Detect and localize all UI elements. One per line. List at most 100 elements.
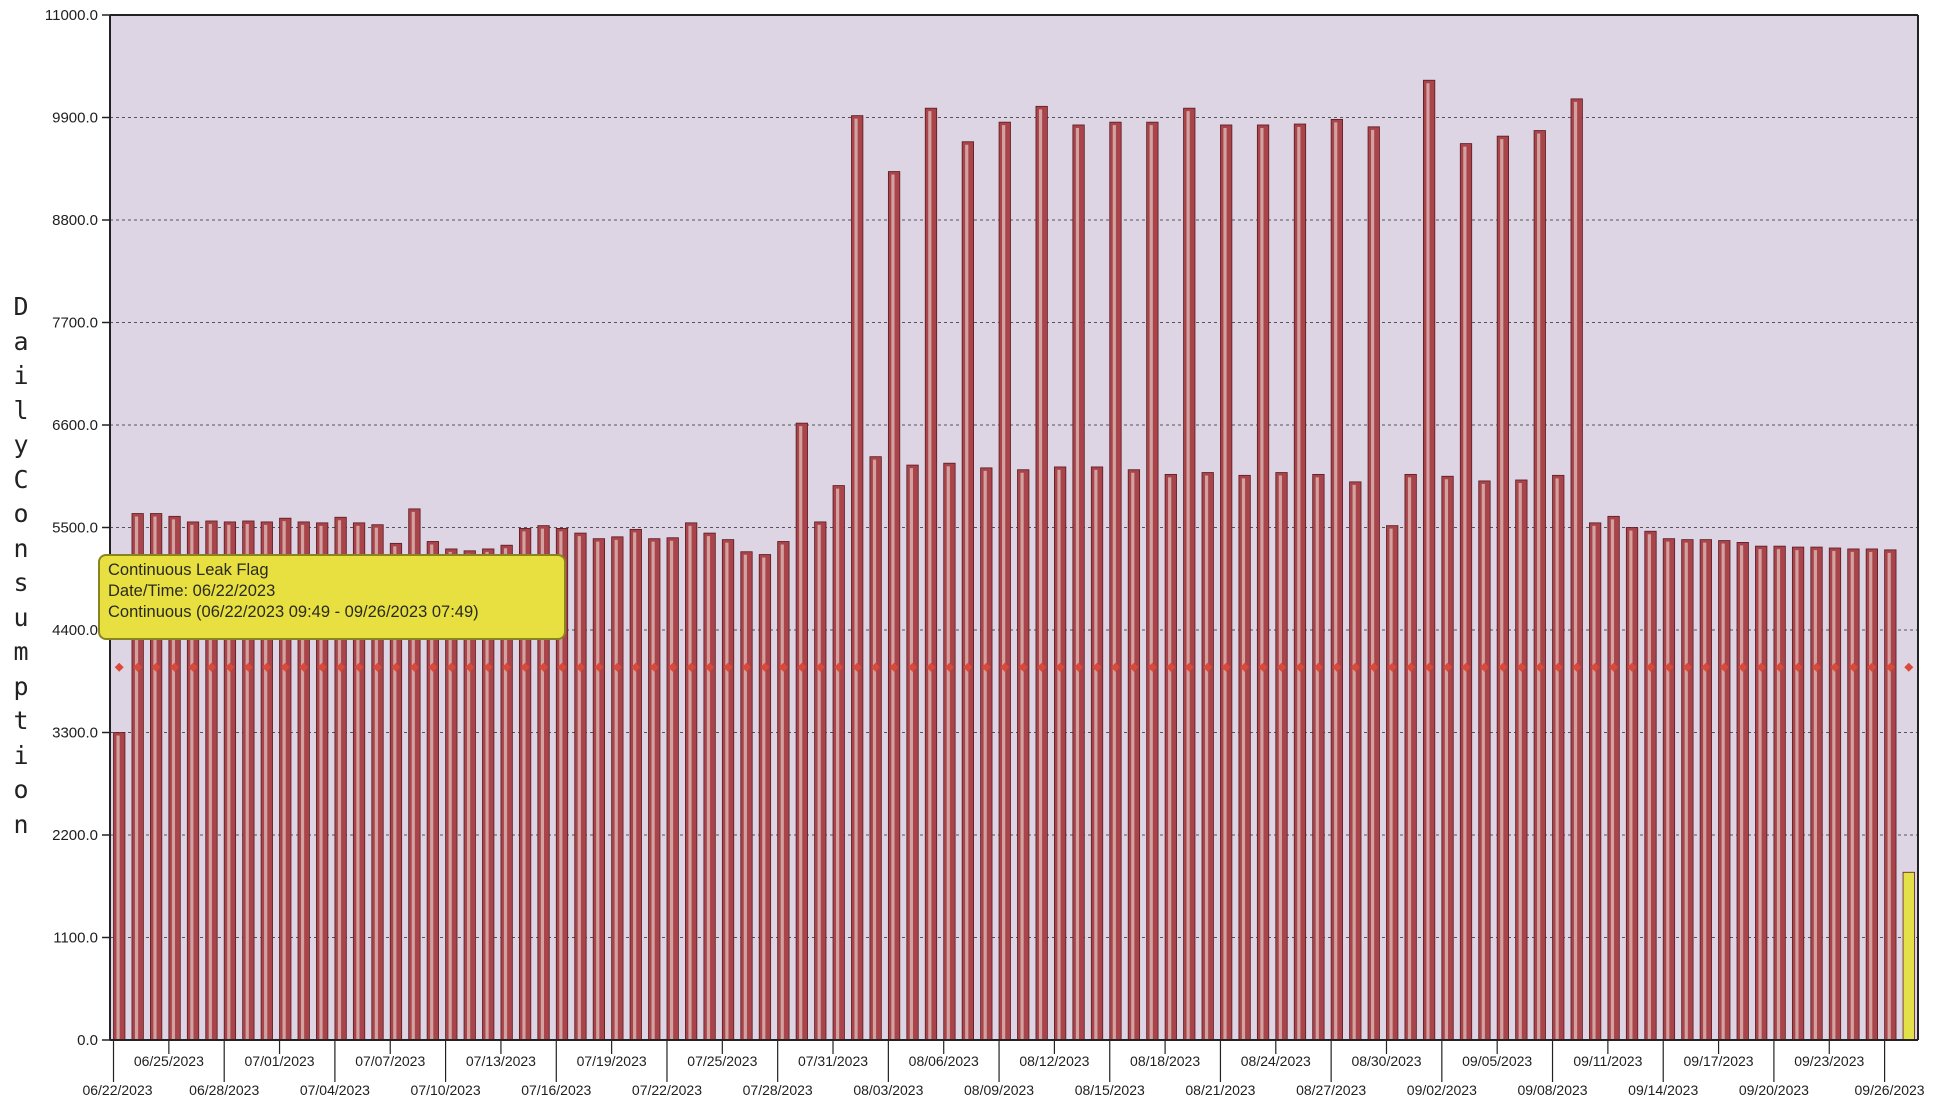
- leak-flag-marker: [299, 662, 309, 672]
- x-tick-label: 06/28/2023: [189, 1082, 259, 1098]
- y-tick-label: 2200.0: [52, 827, 98, 844]
- tooltip-range: Continuous (06/22/2023 09:49 - 09/26/202…: [108, 603, 479, 621]
- leak-flag-marker: [243, 662, 253, 672]
- leak-flag-marker: [502, 662, 512, 672]
- x-tick-label: 07/10/2023: [411, 1082, 481, 1098]
- leak-flag-marker: [594, 662, 604, 672]
- leak-flag-marker: [1129, 662, 1139, 672]
- leak-flag-marker: [354, 662, 364, 672]
- leak-flag-marker: [649, 662, 659, 672]
- tooltip-datetime: Date/Time: 06/22/2023: [108, 582, 276, 600]
- leak-flag-marker: [391, 662, 401, 672]
- leak-flag-marker: [1332, 662, 1342, 672]
- leak-flag-marker: [1074, 662, 1084, 672]
- leak-flag-marker: [944, 662, 954, 672]
- x-tick-label: 06/22/2023: [82, 1082, 152, 1098]
- leak-flag-marker: [1664, 662, 1674, 672]
- x-tick-label: 06/25/2023: [134, 1053, 204, 1069]
- leak-flag-marker: [889, 662, 899, 672]
- leak-flag-marker: [1350, 662, 1360, 672]
- leak-flag-marker: [1885, 662, 1895, 672]
- leak-flag-marker: [520, 662, 530, 672]
- leak-flag-marker: [317, 662, 327, 672]
- x-tick-label: 07/22/2023: [632, 1082, 702, 1098]
- x-tick-label: 07/31/2023: [798, 1053, 868, 1069]
- x-tick-label: 09/05/2023: [1462, 1053, 1532, 1069]
- leak-flag-marker: [1258, 662, 1268, 672]
- x-tick-label: 09/23/2023: [1794, 1053, 1864, 1069]
- leak-flag-marker: [1904, 662, 1914, 672]
- leak-flag-marker: [539, 662, 549, 672]
- leak-flag-marker: [483, 662, 493, 672]
- leak-flag-marker: [1055, 662, 1065, 672]
- leak-flag-marker: [1369, 662, 1379, 672]
- leak-flag-marker: [206, 662, 216, 672]
- leak-flag-marker: [1147, 662, 1157, 672]
- leak-flag-marker: [1848, 662, 1858, 672]
- leak-flag-marker: [557, 662, 567, 672]
- y-tick-label: 3300.0: [52, 725, 98, 742]
- leak-flag-marker: [1184, 662, 1194, 672]
- leak-flag-marker: [1277, 662, 1287, 672]
- leak-flag-marker: [1018, 662, 1028, 672]
- leak-flag-marker: [170, 662, 180, 672]
- x-tick-label: 08/03/2023: [853, 1082, 923, 1098]
- x-tick-label: 08/21/2023: [1185, 1082, 1255, 1098]
- leak-flag-marker: [723, 662, 733, 672]
- leak-flag-marker: [760, 662, 770, 672]
- x-tick-label: 09/17/2023: [1684, 1053, 1754, 1069]
- leak-flag-marker: [1756, 662, 1766, 672]
- x-tick-label: 07/07/2023: [355, 1053, 425, 1069]
- leak-flag-marker: [428, 662, 438, 672]
- x-tick-label: 07/04/2023: [300, 1082, 370, 1098]
- y-tick-label: 11000.0: [45, 7, 98, 24]
- leak-flag-marker: [1738, 662, 1748, 672]
- leak-flag-marker: [336, 662, 346, 672]
- x-tick-label: 07/19/2023: [577, 1053, 647, 1069]
- leak-flag-marker: [871, 662, 881, 672]
- x-tick-label: 07/28/2023: [743, 1082, 813, 1098]
- leak-flag-marker: [1516, 662, 1526, 672]
- y-tick-label: 7700.0: [52, 315, 98, 332]
- leak-flag-marker: [668, 662, 678, 672]
- x-tick-label: 09/26/2023: [1855, 1082, 1925, 1098]
- leak-flag-marker: [1812, 662, 1822, 672]
- leak-flag-marker: [1295, 662, 1305, 672]
- leak-flag-marker: [631, 662, 641, 672]
- x-tick-label: 08/27/2023: [1296, 1082, 1366, 1098]
- x-tick-label: 08/15/2023: [1075, 1082, 1145, 1098]
- leak-flag-marker: [446, 662, 456, 672]
- leak-flag-marker: [852, 662, 862, 672]
- x-tick-label: 07/01/2023: [245, 1053, 315, 1069]
- x-tick-label: 07/13/2023: [466, 1053, 536, 1069]
- leak-flag-marker: [1037, 662, 1047, 672]
- leak-flag-marker: [1110, 662, 1120, 672]
- y-axis-title: Daily Consumption: [13, 292, 29, 839]
- leak-flag-marker: [1166, 662, 1176, 672]
- y-tick-label: 8800.0: [52, 212, 98, 229]
- leak-flag-marker: [908, 662, 918, 672]
- leak-flag-marker: [1627, 662, 1637, 672]
- leak-flag-marker: [741, 662, 751, 672]
- leak-flag-marker: [1498, 662, 1508, 672]
- leak-flag-marker: [1775, 662, 1785, 672]
- leak-flag-marker: [1406, 662, 1416, 672]
- leak-flag-marker: [575, 662, 585, 672]
- leak-flag-marker: [1443, 662, 1453, 672]
- x-tick-label: 08/30/2023: [1351, 1053, 1421, 1069]
- leak-flag-marker: [926, 662, 936, 672]
- x-tick-label: 07/25/2023: [687, 1053, 757, 1069]
- x-tick-label: 08/12/2023: [1019, 1053, 1089, 1069]
- leak-flag-marker: [1221, 662, 1231, 672]
- leak-flag-marker: [963, 662, 973, 672]
- leak-flag-marker: [225, 662, 235, 672]
- leak-flag-marker: [1479, 662, 1489, 672]
- leak-flag-tooltip: Continuous Leak Flag Date/Time: 06/22/20…: [98, 554, 566, 640]
- x-tick-label: 09/14/2023: [1628, 1082, 1698, 1098]
- leak-flag-marker: [1830, 662, 1840, 672]
- x-tick-label: 08/24/2023: [1241, 1053, 1311, 1069]
- leak-flag-marker: [1461, 662, 1471, 672]
- x-tick-label: 09/11/2023: [1573, 1053, 1642, 1069]
